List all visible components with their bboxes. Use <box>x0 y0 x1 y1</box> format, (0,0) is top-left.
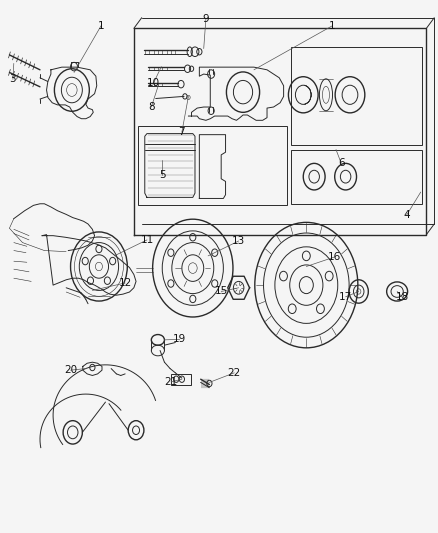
Text: 3: 3 <box>10 75 16 84</box>
Text: 15: 15 <box>215 286 228 296</box>
Text: 16: 16 <box>328 252 341 262</box>
Text: 12: 12 <box>119 278 132 288</box>
Text: 13: 13 <box>232 236 245 246</box>
Text: 17: 17 <box>339 292 352 302</box>
Text: 5: 5 <box>159 170 166 180</box>
Text: 1: 1 <box>98 21 104 31</box>
Bar <box>291 150 422 204</box>
Text: 11: 11 <box>140 235 154 245</box>
Text: 10: 10 <box>147 78 160 88</box>
Text: 22: 22 <box>228 368 241 378</box>
Text: 20: 20 <box>64 365 77 375</box>
Text: 8: 8 <box>148 102 155 112</box>
Bar <box>291 47 422 146</box>
Text: 6: 6 <box>338 158 345 168</box>
Text: 9: 9 <box>203 14 209 24</box>
Bar <box>138 126 287 205</box>
Text: 7: 7 <box>179 127 185 137</box>
Bar <box>171 374 191 384</box>
Text: 1: 1 <box>329 21 336 31</box>
Text: 4: 4 <box>403 210 410 220</box>
Text: 21: 21 <box>164 377 177 387</box>
Text: 18: 18 <box>396 292 409 302</box>
Text: 19: 19 <box>173 334 186 344</box>
